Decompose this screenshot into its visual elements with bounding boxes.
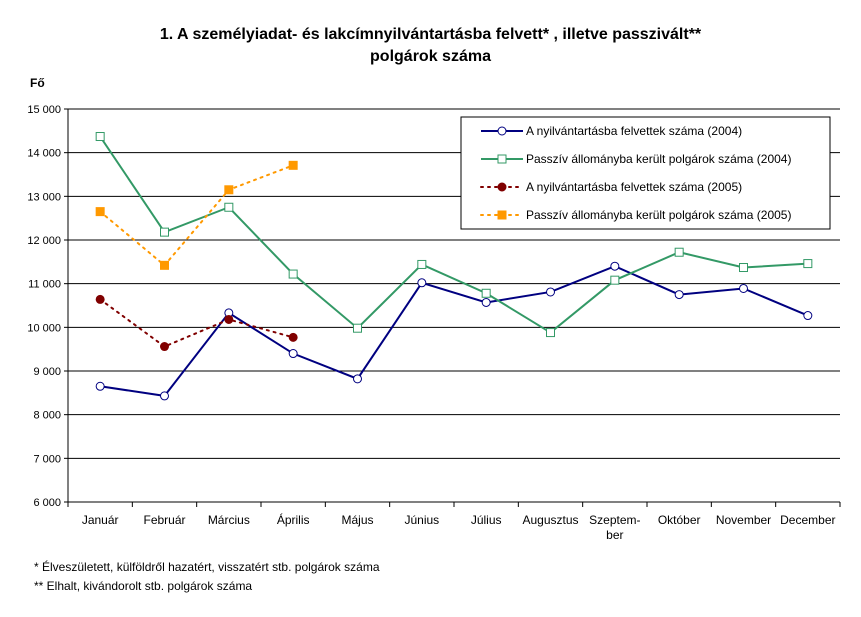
data-point xyxy=(95,294,105,304)
y-tick-label: 13 000 xyxy=(27,191,61,203)
y-tick-label: 15 000 xyxy=(27,104,61,116)
data-point xyxy=(160,227,169,237)
footnote-1: * Élveszületett, külföldről hazatért, vi… xyxy=(34,560,380,574)
data-point xyxy=(95,132,105,142)
legend-entry: A nyilvántartásba felvettek száma (2004) xyxy=(481,124,742,138)
data-point xyxy=(610,275,620,285)
x-tick-label: November xyxy=(716,513,771,527)
legend-label: A nyilvántartásba felvettek száma (2004) xyxy=(526,124,742,138)
data-point xyxy=(224,314,234,324)
x-tick-label: December xyxy=(780,513,835,527)
data-point xyxy=(288,269,298,279)
data-point xyxy=(739,283,748,293)
footnote-2: ** Elhalt, kivándorolt stb. polgárok szá… xyxy=(34,579,253,593)
legend-entry: Passzív állományba került polgárok száma… xyxy=(481,152,791,166)
legend-marker xyxy=(497,154,507,164)
x-tick-label: Július xyxy=(471,513,502,527)
x-tick-label: Január xyxy=(82,513,119,527)
x-tick-label: Augusztus xyxy=(522,513,578,527)
data-point xyxy=(546,328,555,338)
data-point xyxy=(353,374,362,384)
x-tick-label: Március xyxy=(208,513,250,527)
legend-label: Passzív állományba került polgárok száma… xyxy=(526,208,791,222)
data-point xyxy=(288,160,298,170)
data-point xyxy=(95,207,105,217)
legend-box xyxy=(460,116,831,230)
x-tick-label: Február xyxy=(143,513,185,527)
series-3 xyxy=(95,294,298,352)
footnotes: * Élveszületett, külföldről hazatért, vi… xyxy=(34,558,380,596)
y-tick-label: 8 000 xyxy=(33,410,61,422)
legend-entry: Passzív állományba került polgárok száma… xyxy=(480,208,791,222)
chart-title-line2: polgárok száma xyxy=(370,48,491,65)
data-point xyxy=(95,381,105,391)
y-tick-label: 10 000 xyxy=(27,322,61,334)
data-point xyxy=(224,202,234,212)
y-tick-label: 12 000 xyxy=(27,235,61,247)
data-point xyxy=(288,332,298,342)
legend-marker xyxy=(497,182,507,192)
data-point xyxy=(481,297,491,307)
data-point xyxy=(353,323,362,333)
y-tick-label: 14 000 xyxy=(27,148,61,160)
x-tick-label: Április xyxy=(277,512,310,527)
legend-marker xyxy=(497,210,507,220)
y-tick-label: 11 000 xyxy=(28,279,61,291)
data-point xyxy=(481,288,491,298)
legend-label: Passzív állományba került polgárok száma… xyxy=(526,152,791,166)
x-tick-label: Június xyxy=(404,513,439,527)
chart-title-line1: 1. A személyiadat- és lakcímnyilvántartá… xyxy=(159,26,702,43)
x-tick-label: Október xyxy=(658,513,701,527)
data-point xyxy=(674,290,684,300)
data-point xyxy=(160,391,169,401)
data-point xyxy=(674,247,684,257)
legend-label: A nyilvántartásba felvettek száma (2005) xyxy=(526,180,742,194)
y-tick-label: 9 000 xyxy=(33,366,61,378)
data-point xyxy=(739,263,748,273)
data-point xyxy=(417,278,427,288)
data-point xyxy=(160,342,169,352)
data-point xyxy=(610,261,620,271)
series-line xyxy=(100,265,809,397)
series-line xyxy=(99,164,295,267)
data-point xyxy=(417,259,427,269)
data-point xyxy=(803,311,813,321)
series-line xyxy=(99,135,808,334)
x-tick-label: ber xyxy=(606,528,623,542)
data-point xyxy=(160,260,169,270)
data-point xyxy=(288,349,298,359)
series-4 xyxy=(95,160,298,270)
legend-marker xyxy=(497,126,507,136)
chart-title: 1. A személyiadat- és lakcímnyilvántartá… xyxy=(0,24,861,68)
data-point xyxy=(224,185,234,195)
series-1 xyxy=(95,261,813,401)
y-tick-label: 7 000 xyxy=(33,453,61,465)
series-line xyxy=(99,298,295,348)
y-axis-label: Fő xyxy=(30,76,45,90)
legend: A nyilvántartásba felvettek száma (2004)… xyxy=(460,116,831,230)
data-point xyxy=(546,287,555,297)
x-tick-label: Szeptem- xyxy=(589,513,640,527)
data-point xyxy=(803,259,813,269)
series-2 xyxy=(95,132,813,338)
x-tick-label: Május xyxy=(341,513,373,527)
y-tick-label: 6 000 xyxy=(33,497,61,509)
legend-entry: A nyilvántartásba felvettek száma (2005) xyxy=(480,180,742,194)
